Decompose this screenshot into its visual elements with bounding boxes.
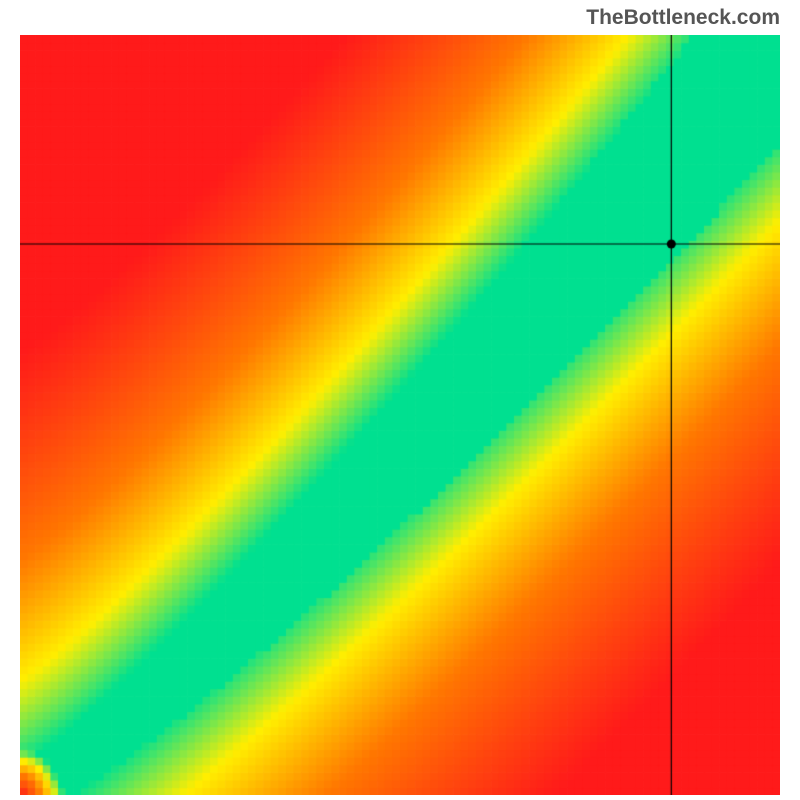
bottleneck-heatmap xyxy=(20,35,780,795)
heatmap-canvas xyxy=(20,35,780,795)
watermark-text: TheBottleneck.com xyxy=(586,6,780,30)
